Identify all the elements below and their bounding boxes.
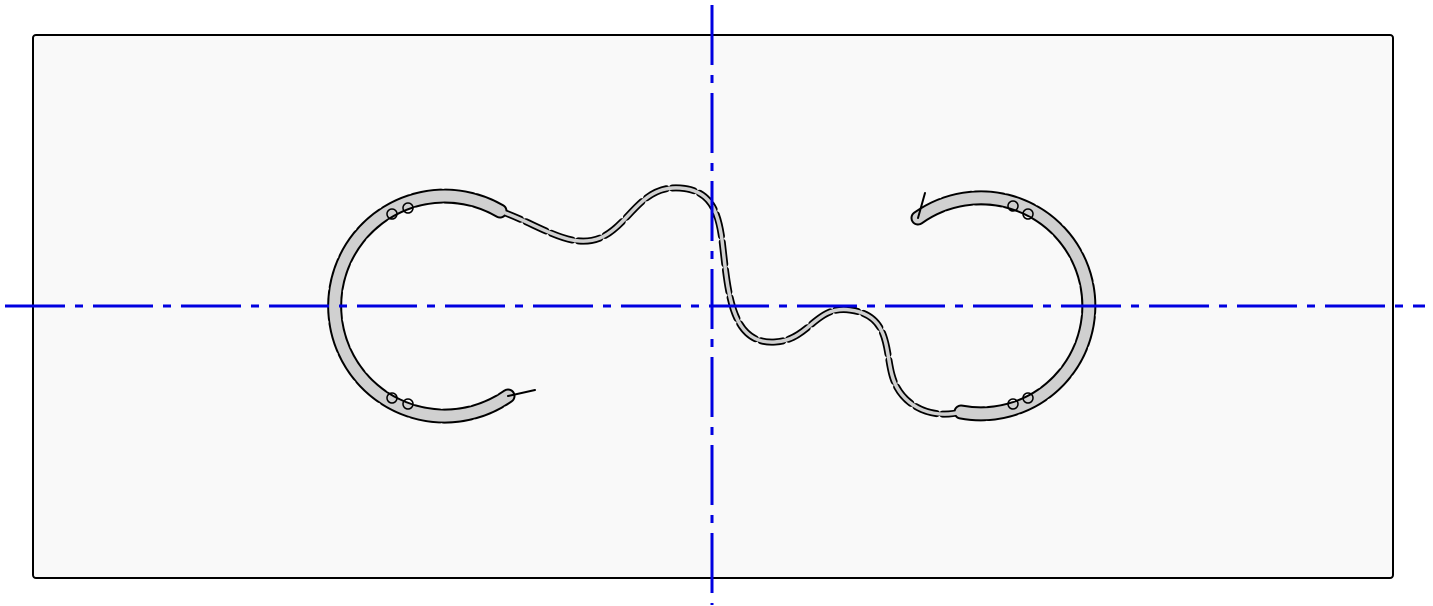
part-outline	[327, 184, 1097, 424]
right-arc	[912, 192, 1095, 420]
fixture	[402, 202, 414, 214]
fixture	[386, 208, 398, 220]
s-curve	[498, 186, 963, 416]
left-arc	[329, 190, 514, 422]
left-tip	[507, 389, 536, 397]
fixture	[386, 392, 398, 404]
fixture	[1022, 392, 1034, 404]
fixtures	[386, 200, 1034, 410]
fixture	[1007, 398, 1019, 410]
center-lines	[5, 5, 1425, 605]
right-tip	[917, 192, 926, 219]
fixture	[1022, 208, 1034, 220]
fixture	[1007, 200, 1019, 212]
fixture	[402, 398, 414, 410]
